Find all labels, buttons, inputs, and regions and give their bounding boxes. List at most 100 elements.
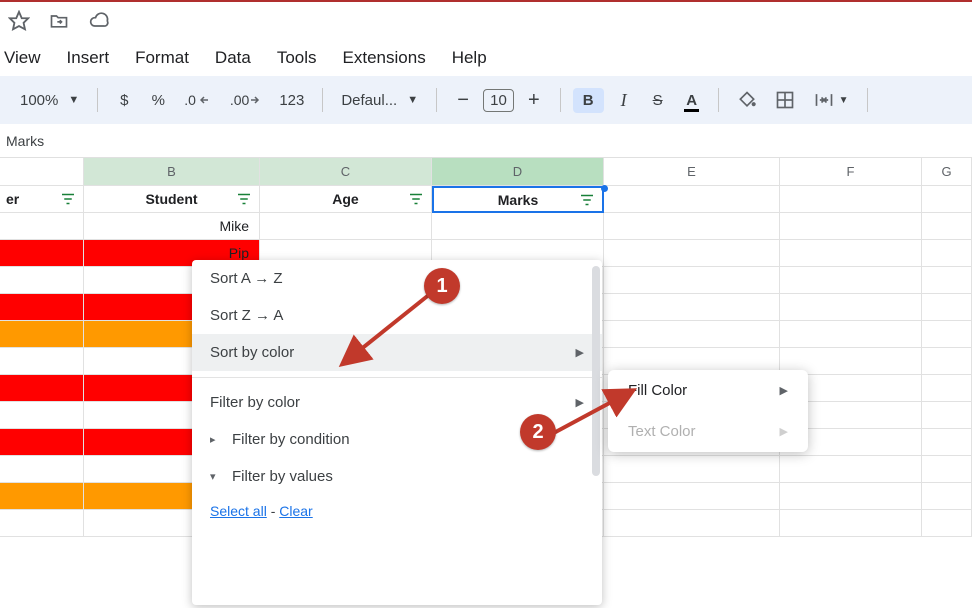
cell-empty[interactable] <box>922 294 972 321</box>
cloud-icon[interactable] <box>88 10 110 32</box>
decrease-decimal-button[interactable]: .0 <box>178 85 218 115</box>
cell-empty[interactable] <box>604 483 780 510</box>
cell-empty[interactable] <box>780 213 922 240</box>
cell-empty[interactable] <box>780 456 922 483</box>
col-header-g[interactable]: G <box>922 158 972 186</box>
merge-cells-button[interactable]: ▼ <box>807 85 855 115</box>
cell-col-a[interactable] <box>0 348 84 375</box>
cell-empty[interactable] <box>922 240 972 267</box>
header-cell-student[interactable]: Student <box>84 186 260 213</box>
clear-link[interactable]: Clear <box>279 503 312 519</box>
decrease-font-size-button[interactable]: − <box>449 85 477 115</box>
cell-empty[interactable] <box>780 294 922 321</box>
fill-color-button[interactable] <box>731 85 763 115</box>
filter-icon[interactable] <box>59 190 77 208</box>
cell-empty[interactable] <box>922 375 972 402</box>
header-cell-e[interactable] <box>604 186 780 213</box>
header-cell-a[interactable]: er <box>0 186 84 213</box>
filter-icon[interactable] <box>578 191 596 209</box>
cell-empty[interactable] <box>260 213 432 240</box>
cell-col-a[interactable] <box>0 213 84 240</box>
cell-empty[interactable] <box>922 213 972 240</box>
cell-empty[interactable] <box>604 321 780 348</box>
menu-format[interactable]: Format <box>135 48 189 68</box>
menu-extensions[interactable]: Extensions <box>343 48 426 68</box>
zoom-dropdown[interactable]: 100% ▼ <box>10 85 85 115</box>
menu-help[interactable]: Help <box>452 48 487 68</box>
cell-empty[interactable] <box>922 456 972 483</box>
cell-empty[interactable] <box>604 294 780 321</box>
cell-empty[interactable] <box>432 213 604 240</box>
cell-col-a[interactable] <box>0 294 84 321</box>
cell-empty[interactable] <box>604 510 780 537</box>
menu-tools[interactable]: Tools <box>277 48 317 68</box>
col-header-blank[interactable] <box>0 158 84 186</box>
col-header-e[interactable]: E <box>604 158 780 186</box>
cell-student[interactable]: Mike <box>84 213 260 240</box>
increase-decimal-button[interactable]: .00 <box>224 85 267 115</box>
col-header-d[interactable]: D <box>432 158 604 186</box>
borders-button[interactable] <box>769 85 801 115</box>
scrollbar-thumb[interactable] <box>592 266 600 476</box>
col-header-f[interactable]: F <box>780 158 922 186</box>
menu-insert[interactable]: Insert <box>67 48 110 68</box>
strikethrough-button[interactable]: S <box>644 85 672 115</box>
cell-empty[interactable] <box>780 510 922 537</box>
menu-sort-by-color[interactable]: Sort by color ▶ <box>192 334 602 371</box>
filter-icon[interactable] <box>235 190 253 208</box>
currency-button[interactable]: $ <box>110 85 138 115</box>
menu-filter-by-values[interactable]: ▾Filter by values <box>192 458 602 495</box>
cell-col-a[interactable] <box>0 402 84 429</box>
header-cell-f[interactable] <box>780 186 922 213</box>
cell-empty[interactable] <box>780 483 922 510</box>
header-cell-marks[interactable]: Marks <box>432 186 604 213</box>
col-header-b[interactable]: B <box>84 158 260 186</box>
name-box[interactable]: Marks <box>6 133 44 149</box>
cell-col-a[interactable] <box>0 267 84 294</box>
submenu-fill-color[interactable]: Fill Color ▶ <box>608 370 808 411</box>
submenu-text-color[interactable]: Text Color ▶ <box>608 411 808 452</box>
text-color-button[interactable]: A <box>678 85 706 115</box>
cell-col-a[interactable] <box>0 483 84 510</box>
cell-empty[interactable] <box>604 456 780 483</box>
font-dropdown[interactable]: Defaul... ▼ <box>335 85 424 115</box>
cell-empty[interactable] <box>922 348 972 375</box>
arrow-left-icon <box>200 95 212 105</box>
cell-col-a[interactable] <box>0 321 84 348</box>
col-header-c[interactable]: C <box>260 158 432 186</box>
filter-icon[interactable] <box>407 190 425 208</box>
header-cell-age[interactable]: Age <box>260 186 432 213</box>
italic-button[interactable]: I <box>610 85 638 115</box>
menu-data[interactable]: Data <box>215 48 251 68</box>
menu-view[interactable]: View <box>4 48 41 68</box>
move-to-folder-icon[interactable] <box>48 10 70 32</box>
cell-col-a[interactable] <box>0 510 84 537</box>
font-size-input[interactable]: 10 <box>483 89 514 112</box>
number-format-button[interactable]: 123 <box>273 85 310 115</box>
bold-button[interactable]: B <box>573 88 604 113</box>
cell-empty[interactable] <box>922 429 972 456</box>
cell-empty[interactable] <box>922 267 972 294</box>
increase-font-size-button[interactable]: + <box>520 85 548 115</box>
cell-empty[interactable] <box>922 510 972 537</box>
menu-sort-za[interactable]: Sort Z → A <box>192 297 602 334</box>
cell-empty[interactable] <box>922 321 972 348</box>
cell-col-a[interactable] <box>0 429 84 456</box>
menu-sort-az[interactable]: Sort A → Z <box>192 260 602 297</box>
select-all-link[interactable]: Select all <box>210 503 267 519</box>
cell-empty[interactable] <box>604 267 780 294</box>
cell-empty[interactable] <box>922 483 972 510</box>
cell-empty[interactable] <box>604 240 780 267</box>
star-icon[interactable] <box>8 10 30 32</box>
cell-empty[interactable] <box>604 213 780 240</box>
cell-col-a[interactable] <box>0 375 84 402</box>
selection-handle[interactable] <box>601 185 608 192</box>
cell-empty[interactable] <box>780 240 922 267</box>
cell-empty[interactable] <box>780 267 922 294</box>
cell-col-a[interactable] <box>0 240 84 267</box>
cell-empty[interactable] <box>780 321 922 348</box>
cell-col-a[interactable] <box>0 456 84 483</box>
cell-empty[interactable] <box>922 402 972 429</box>
percent-button[interactable]: % <box>144 85 172 115</box>
header-cell-g[interactable] <box>922 186 972 213</box>
